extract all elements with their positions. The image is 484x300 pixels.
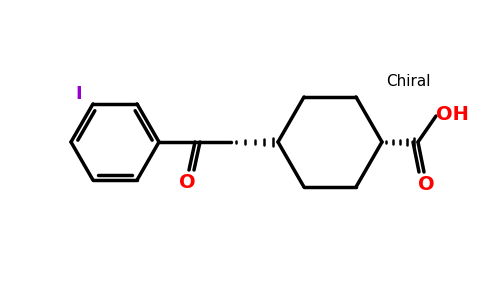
Text: OH: OH (436, 104, 469, 124)
Text: O: O (179, 172, 196, 191)
Text: Chiral: Chiral (386, 74, 430, 89)
Text: I: I (76, 85, 82, 103)
Text: O: O (418, 175, 434, 194)
